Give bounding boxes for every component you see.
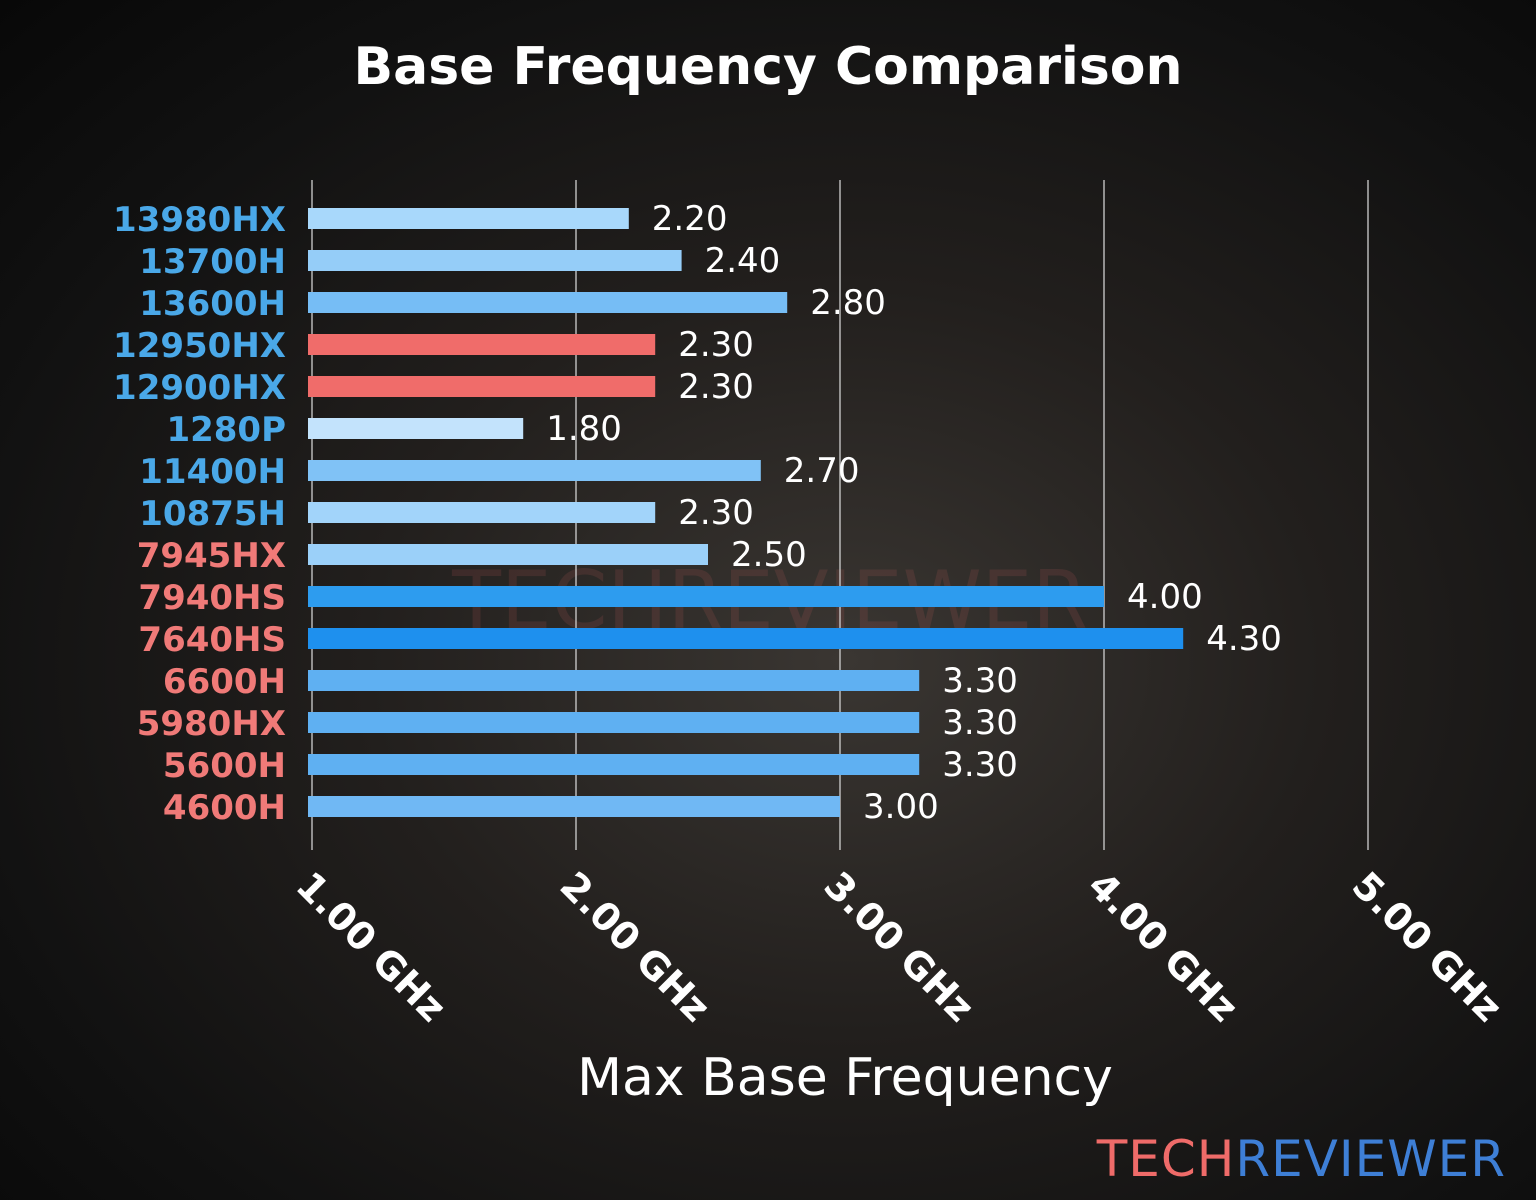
bar [308, 670, 920, 691]
x-tick-label: 2.00 GHz [552, 863, 719, 1030]
y-tick-label: 12950HX [113, 326, 286, 366]
bar [308, 754, 920, 775]
bar [308, 460, 761, 481]
data-label: 3.00 [863, 787, 939, 827]
data-label: 2.30 [678, 493, 754, 533]
chart-title: Base Frequency Comparison [353, 37, 1182, 97]
bar [308, 796, 840, 817]
x-tick-label: 5.00 GHz [1344, 863, 1511, 1030]
bar [308, 544, 708, 565]
data-label: 2.70 [784, 451, 860, 491]
x-tick-label: 4.00 GHz [1080, 863, 1247, 1030]
data-label: 2.20 [652, 199, 728, 239]
bar [308, 292, 788, 313]
logo-part-reviewer: REVIEWER [1235, 1130, 1506, 1188]
bar [308, 628, 1184, 649]
y-tick-label: 1280P [166, 410, 286, 450]
bar [308, 586, 1104, 607]
data-label: 2.50 [731, 535, 807, 575]
y-tick-label: 7945HX [137, 536, 286, 576]
data-label: 2.30 [678, 367, 754, 407]
bar [308, 712, 920, 733]
data-label: 1.80 [546, 409, 622, 449]
x-tick-label: 1.00 GHz [288, 863, 455, 1030]
y-tick-label: 4600H [163, 788, 286, 828]
y-tick-label: 7940HS [138, 578, 286, 618]
bar [308, 502, 656, 523]
data-label: 4.30 [1206, 619, 1282, 659]
data-label: 2.30 [678, 325, 754, 365]
bar [308, 334, 656, 355]
y-tick-label: 10875H [139, 494, 286, 534]
data-label: 3.30 [942, 745, 1018, 785]
data-label: 2.80 [810, 283, 886, 323]
bar [308, 376, 656, 397]
y-tick-label: 6600H [163, 662, 286, 702]
y-tick-label: 7640HS [138, 620, 286, 660]
y-tick-label: 5600H [163, 746, 286, 786]
y-tick-label: 13600H [139, 284, 286, 324]
bar [308, 208, 629, 229]
data-label: 3.30 [942, 661, 1018, 701]
y-tick-label: 13700H [139, 242, 286, 282]
y-tick-label: 5980HX [137, 704, 286, 744]
x-axis-label: Max Base Frequency [577, 1048, 1113, 1108]
bar [308, 418, 524, 439]
logo-part-tech: TECH [1096, 1130, 1236, 1188]
data-label: 3.30 [942, 703, 1018, 743]
y-tick-label: 11400H [139, 452, 286, 492]
x-tick-label: 3.00 GHz [816, 863, 983, 1030]
data-label: 4.00 [1127, 577, 1203, 617]
data-label: 2.40 [705, 241, 781, 281]
techreviewer-logo: TECHREVIEWER [1097, 1130, 1506, 1188]
y-tick-label: 13980HX [113, 200, 286, 240]
bar [308, 250, 682, 271]
y-tick-label: 12900HX [113, 368, 286, 408]
